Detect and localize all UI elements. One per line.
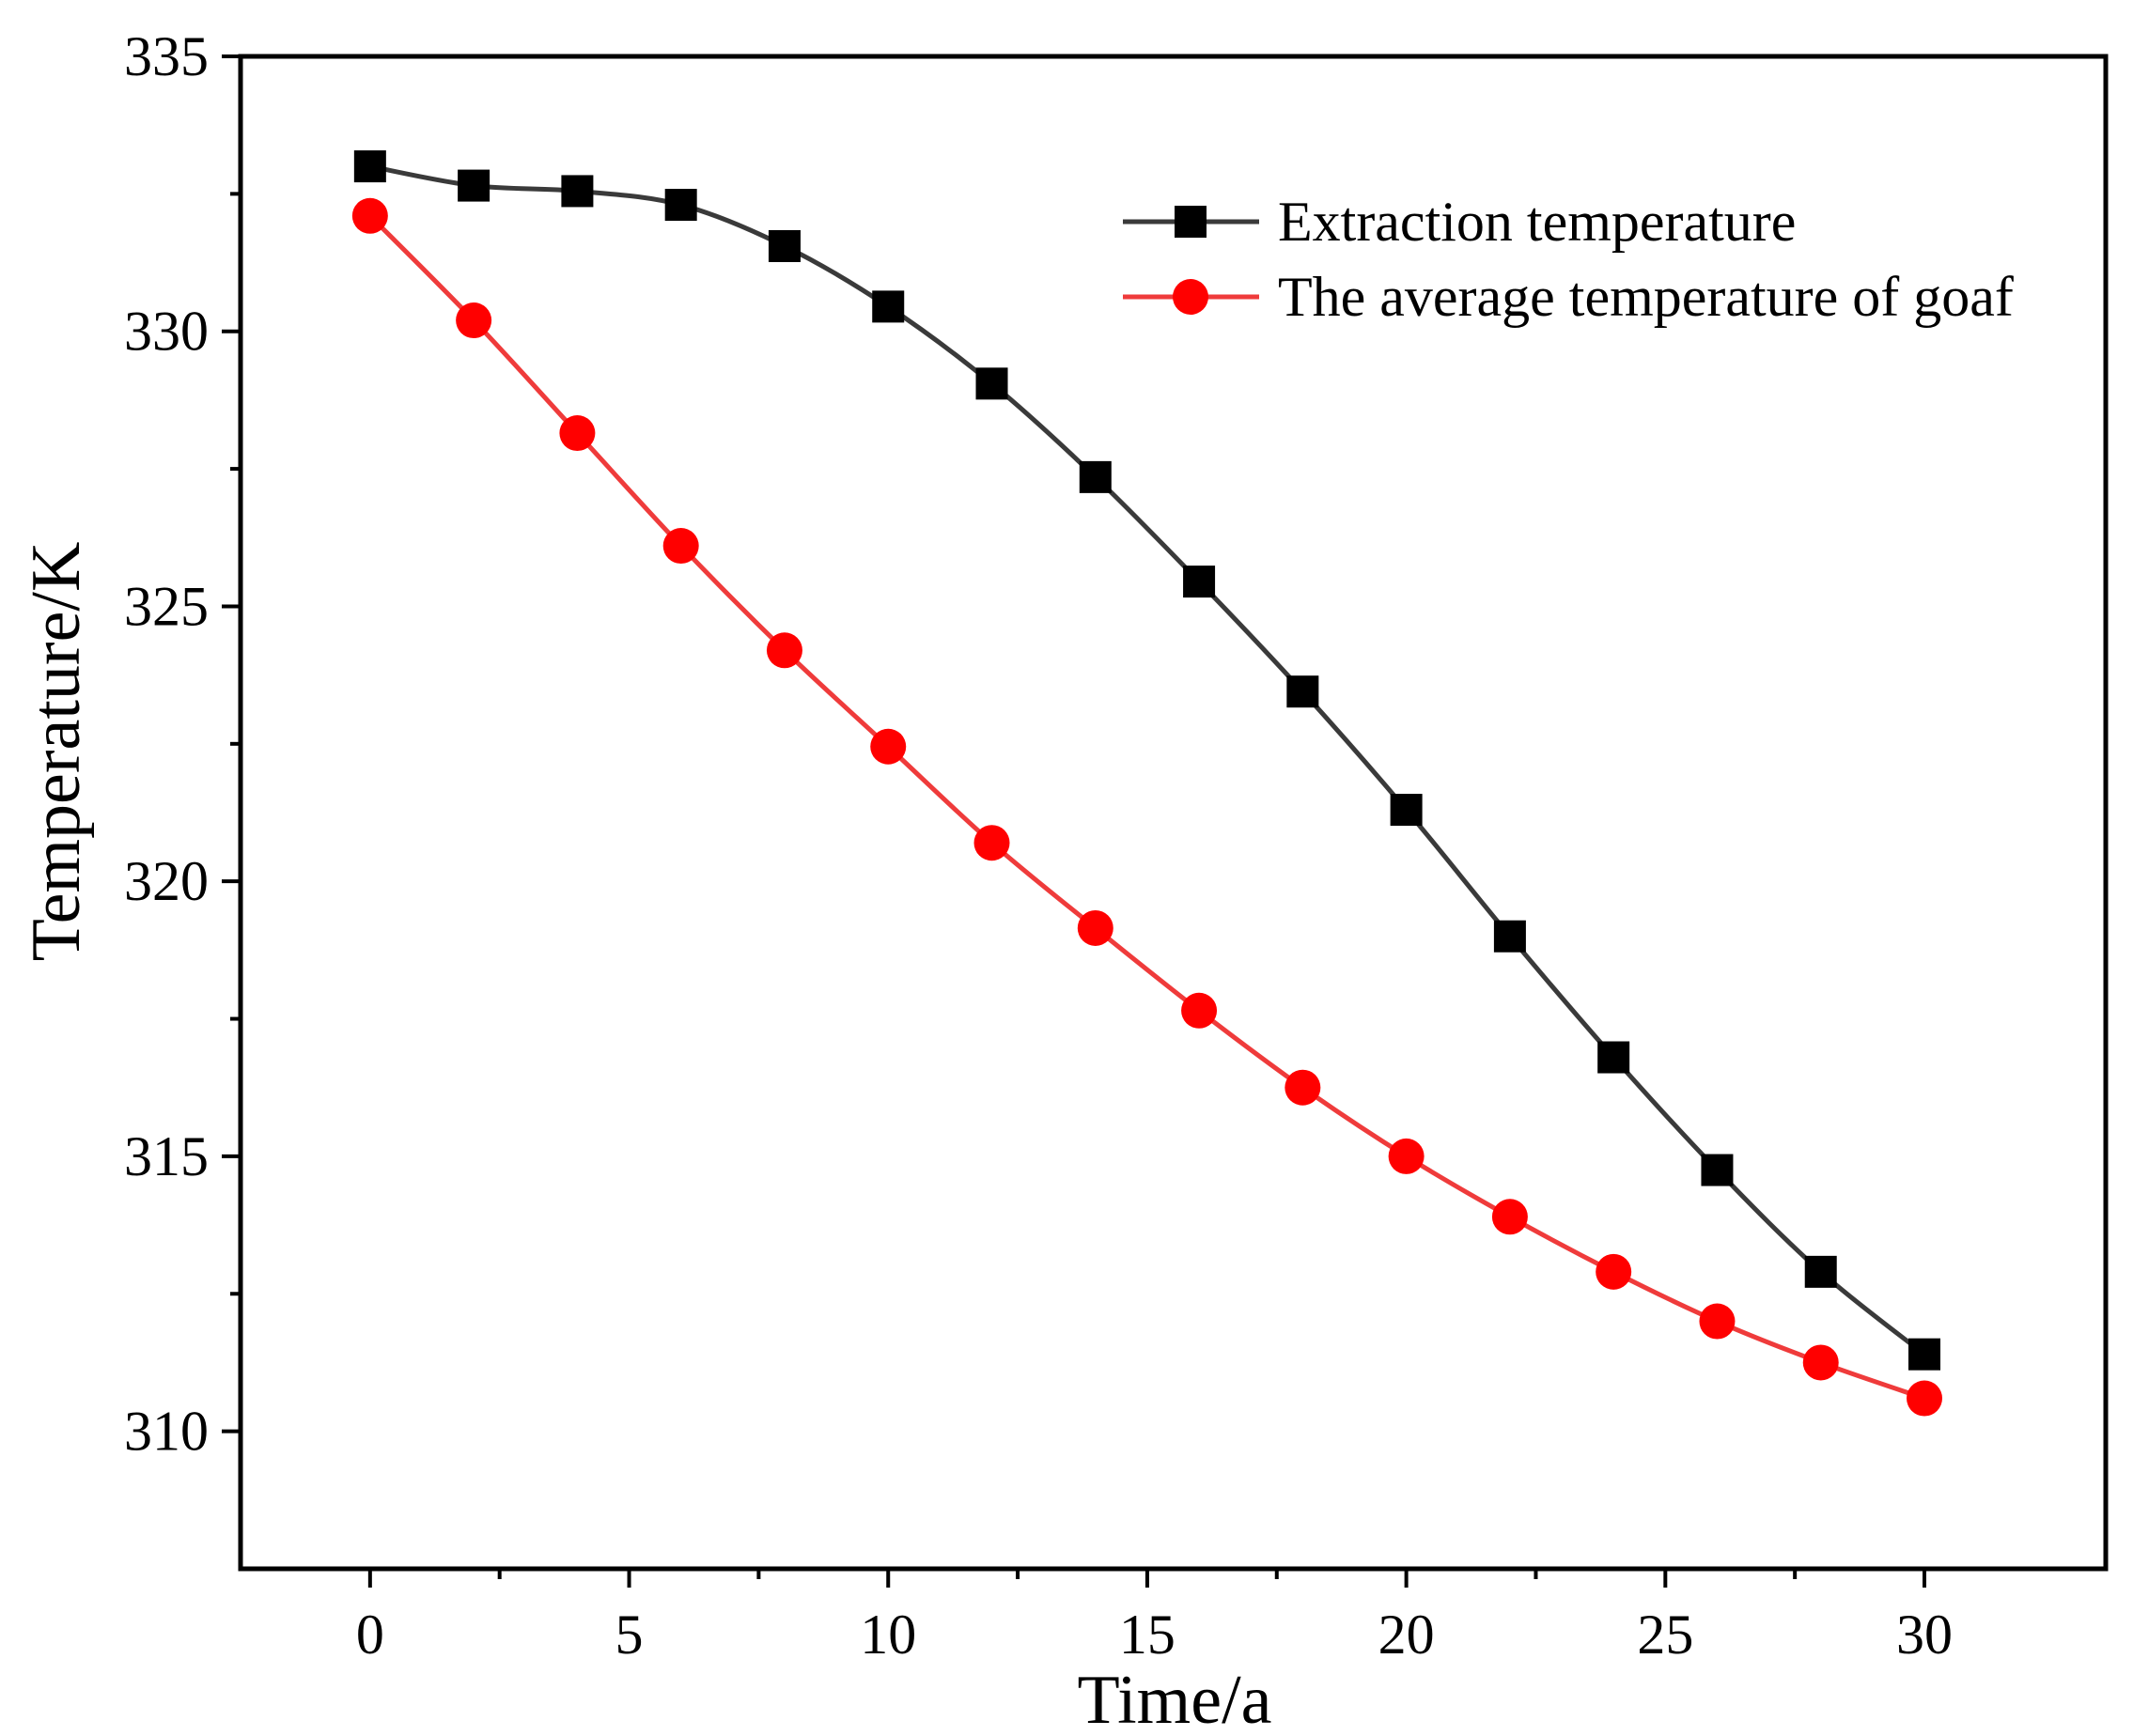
legend-item-2: The average temperature of goaf [1123, 266, 2014, 328]
series-line [369, 163, 1926, 1356]
series-layer [351, 150, 1943, 1417]
square-marker [353, 150, 386, 183]
circle-marker [766, 632, 802, 669]
x-tick-label: 25 [1637, 1604, 1693, 1666]
legend-item-1: Extraction temperature [1123, 191, 1796, 253]
plot-frame [238, 54, 2109, 1572]
circle-marker [1907, 1380, 1943, 1417]
y-tick-label: 330 [124, 301, 209, 363]
square-marker [1390, 794, 1423, 827]
x-tick-label: 30 [1896, 1604, 1953, 1666]
circle-marker [1699, 1303, 1736, 1340]
series-line [368, 214, 1925, 1401]
circle-marker [1802, 1344, 1839, 1381]
square-marker [1701, 1154, 1734, 1186]
x-tick-label: 10 [860, 1604, 916, 1666]
y-axis-title: Temperature/K [18, 542, 95, 962]
x-tick-label: 15 [1119, 1604, 1175, 1666]
square-marker [1286, 675, 1319, 708]
square-marker [1183, 566, 1216, 598]
series-2 [351, 197, 1943, 1417]
y-tick-label: 325 [124, 575, 209, 637]
square-marker [1079, 460, 1112, 493]
plot-area-border [238, 54, 2109, 1572]
square-marker [975, 367, 1008, 400]
x-tick-label: 5 [615, 1604, 644, 1666]
circle-marker [351, 197, 388, 234]
x-axis-ticks: 0 5 10 15 20 25 30 [356, 1569, 1953, 1666]
y-tick-label: 315 [124, 1125, 209, 1187]
circle-marker [1596, 1253, 1632, 1290]
y-tick-label: 320 [124, 850, 209, 912]
y-axis-ticks: 310 315 320 325 330 335 [124, 25, 241, 1463]
square-marker [1175, 206, 1207, 238]
legend-label: Extraction temperature [1278, 191, 1796, 253]
legend: Extraction temperature The average temper… [1123, 191, 2014, 328]
legend-label: The average temperature of goaf [1278, 266, 2014, 328]
square-marker [872, 290, 905, 323]
circle-marker [870, 728, 907, 765]
circle-marker [1491, 1199, 1528, 1235]
circle-marker [1181, 992, 1218, 1029]
circle-marker [662, 528, 699, 565]
circle-marker [1388, 1138, 1425, 1174]
square-marker [1493, 920, 1526, 953]
circle-marker [456, 302, 492, 339]
series-1 [353, 150, 1941, 1371]
square-marker [1597, 1041, 1630, 1074]
x-axis-title: Time/a [1078, 1662, 1272, 1736]
x-tick-label: 0 [356, 1604, 384, 1666]
circle-marker [1077, 909, 1113, 946]
square-marker [458, 169, 490, 202]
y-tick-label: 310 [124, 1401, 209, 1463]
y-tick-label: 335 [124, 25, 209, 87]
circle-marker [1173, 279, 1208, 315]
circle-marker [1284, 1069, 1321, 1106]
square-marker [1908, 1338, 1941, 1371]
circle-marker [973, 825, 1010, 861]
square-marker [561, 175, 594, 208]
square-marker [1804, 1255, 1837, 1288]
circle-marker [559, 415, 596, 452]
square-marker [664, 189, 697, 222]
square-marker [768, 229, 801, 262]
x-tick-label: 20 [1378, 1604, 1435, 1666]
